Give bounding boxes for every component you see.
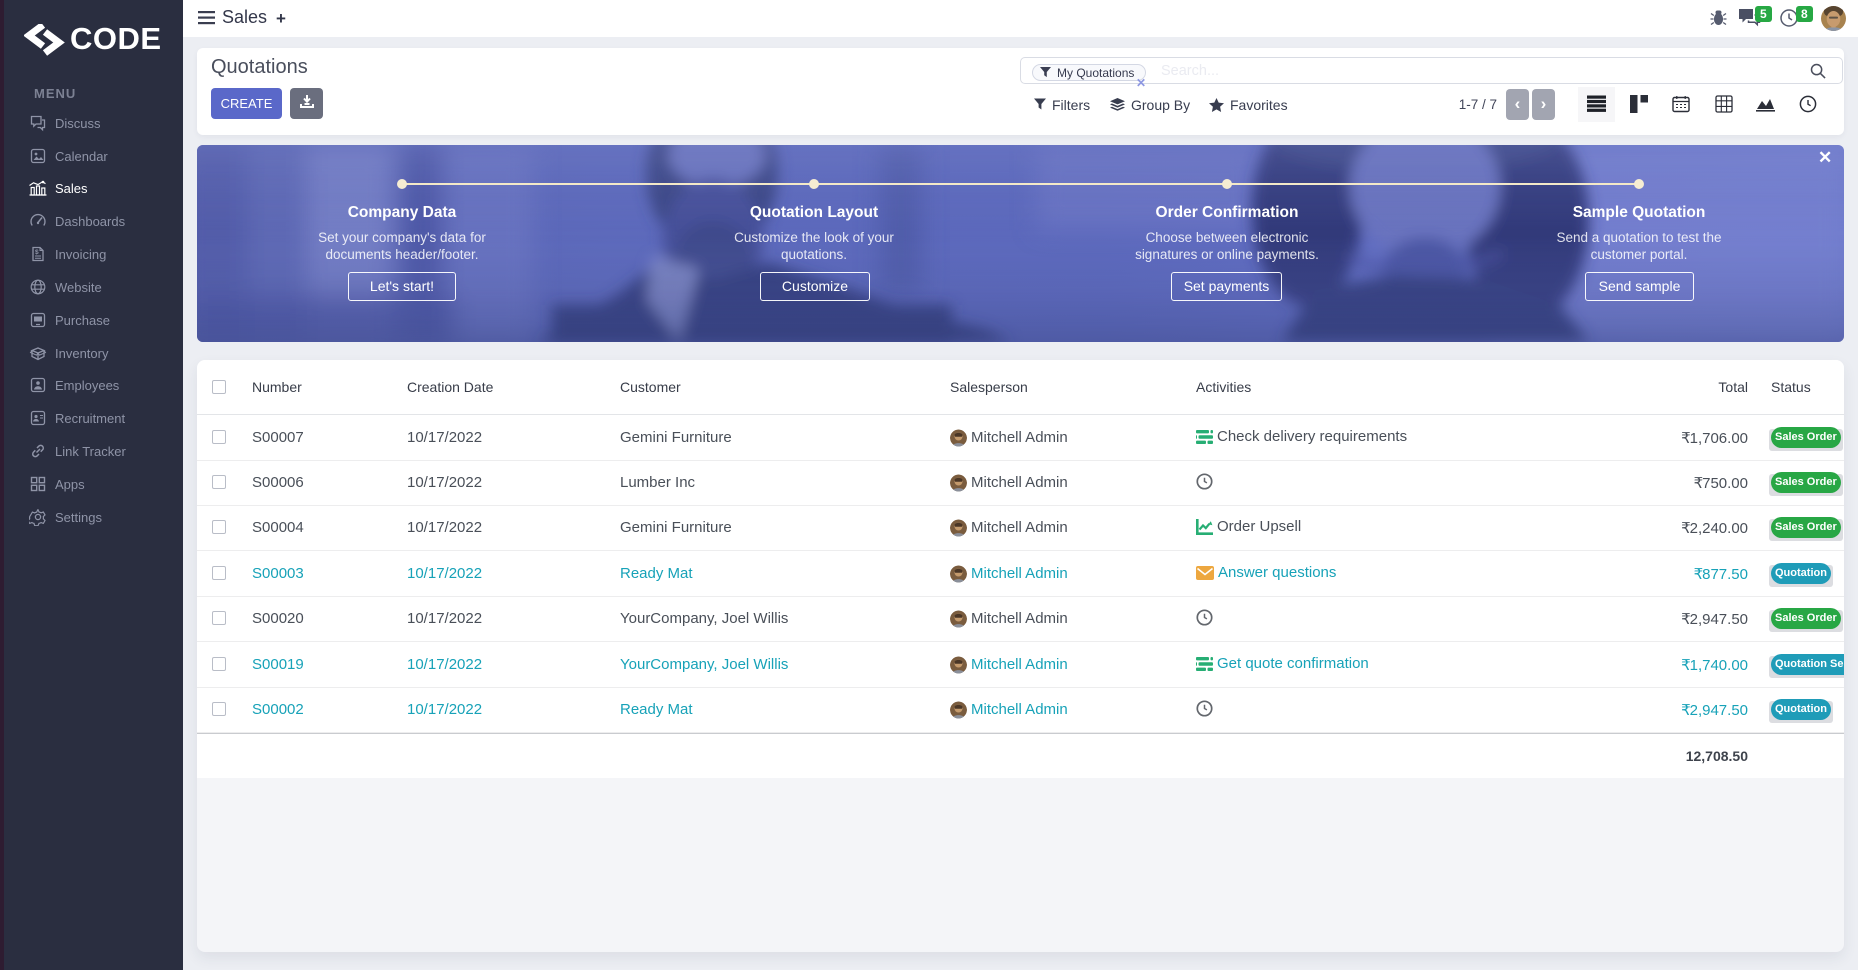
svg-text:CODE: CODE: [70, 24, 162, 56]
svg-text:$: $: [35, 249, 39, 256]
